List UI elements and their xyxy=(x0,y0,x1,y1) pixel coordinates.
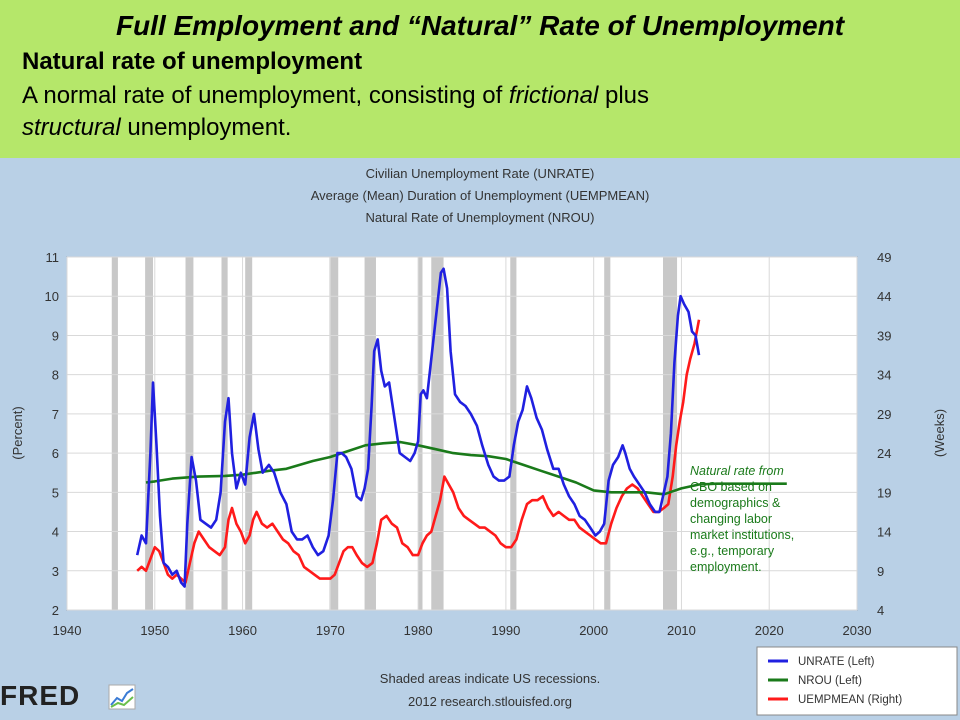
recession-band xyxy=(329,257,339,610)
y-axis-left-label: (Percent) xyxy=(10,406,25,459)
definition-term-structural: structural xyxy=(22,114,121,141)
y-right-tick-label: 34 xyxy=(877,368,891,383)
y-right-tick-label: 14 xyxy=(877,525,891,540)
y-left-tick-label: 8 xyxy=(52,368,59,383)
y-axis-right-label: (Weeks) xyxy=(932,409,947,457)
definition-line-1: A normal rate of unemployment, consistin… xyxy=(22,82,649,110)
plot-area xyxy=(66,256,858,611)
legend: UNRATE (Left) NROU (Left) UEMPMEAN (Right) xyxy=(756,646,958,716)
x-tick-label: 2010 xyxy=(667,623,696,638)
annotation-line: changing labor xyxy=(690,512,772,526)
source-text: 2012 research.stlouisfed.org xyxy=(408,694,572,709)
y-left-tick-label: 5 xyxy=(52,485,59,500)
x-tick-label: 2030 xyxy=(843,623,872,638)
x-tick-label: 1990 xyxy=(491,623,520,638)
annotation-line: Natural rate from xyxy=(690,464,784,478)
recession-band xyxy=(418,257,423,610)
recession-band xyxy=(145,257,154,610)
annotation-line: market institutions, xyxy=(690,528,794,542)
recession-band xyxy=(185,257,194,610)
y-right-tick-label: 9 xyxy=(877,564,884,579)
y-right-tick-label: 39 xyxy=(877,328,891,343)
chart-title-line-2: Average (Mean) Duration of Unemployment … xyxy=(311,188,650,203)
y-right-tick-label: 49 xyxy=(877,250,891,265)
y-left-tick-label: 10 xyxy=(45,289,59,304)
definition-text: plus xyxy=(598,82,649,109)
y-right-tick-label: 19 xyxy=(877,485,891,500)
definition-text: A normal rate of unemployment, consistin… xyxy=(22,82,509,109)
recession-band xyxy=(245,257,253,610)
fred-chart-icon xyxy=(108,684,136,710)
series-line-uempmean xyxy=(136,319,701,584)
y-left-tick-label: 6 xyxy=(52,446,59,461)
x-tick-label: 2000 xyxy=(579,623,608,638)
legend-label: UNRATE (Left) xyxy=(798,656,875,668)
definition-term-frictional: frictional xyxy=(508,82,599,109)
x-tick-label: 1940 xyxy=(53,623,82,638)
chart-title-line-3: Natural Rate of Unemployment (NROU) xyxy=(365,210,594,225)
legend-box xyxy=(756,646,958,716)
fred-logo: FRED xyxy=(0,680,81,711)
y-right-tick-label: 44 xyxy=(877,289,891,304)
y-right-tick-label: 24 xyxy=(877,446,891,461)
recession-band xyxy=(604,257,611,610)
y-left-tick-label: 11 xyxy=(46,250,60,265)
x-tick-label: 2020 xyxy=(755,623,784,638)
slide-title: Full Employment and “Natural” Rate of Un… xyxy=(115,10,845,41)
recession-band xyxy=(510,257,517,610)
y-right-tick-label: 29 xyxy=(877,407,891,422)
annotation-line: employment. xyxy=(690,560,762,574)
x-tick-label: 1950 xyxy=(140,623,169,638)
x-tick-label: 1970 xyxy=(316,623,345,638)
series-line-unrate xyxy=(135,267,701,588)
y-left-tick-label: 2 xyxy=(52,603,59,618)
y-right-tick-label: 4 xyxy=(877,603,884,618)
y-left-tick-label: 3 xyxy=(52,564,59,579)
annotation-line: CBO based on xyxy=(690,480,772,494)
legend-label: UEMPMEAN (Right) xyxy=(798,694,902,706)
definition-line-2: structural unemployment. xyxy=(22,114,291,142)
y-left-tick-label: 9 xyxy=(52,328,59,343)
definition-heading: Natural rate of unemployment xyxy=(22,48,363,75)
annotation-line: e.g., temporary xyxy=(690,544,775,558)
x-tick-label: 1980 xyxy=(404,623,433,638)
y-left-tick-label: 7 xyxy=(52,407,59,422)
x-tick-label: 1960 xyxy=(228,623,257,638)
recession-band xyxy=(111,257,118,610)
recession-note: Shaded areas indicate US recessions. xyxy=(380,671,600,686)
chart-title-line-1: Civilian Unemployment Rate (UNRATE) xyxy=(366,166,595,181)
definition-text: unemployment. xyxy=(120,114,292,141)
y-left-tick-label: 4 xyxy=(52,525,59,540)
annotation-line: demographics & xyxy=(690,496,781,510)
legend-label: NROU (Left) xyxy=(798,675,862,687)
